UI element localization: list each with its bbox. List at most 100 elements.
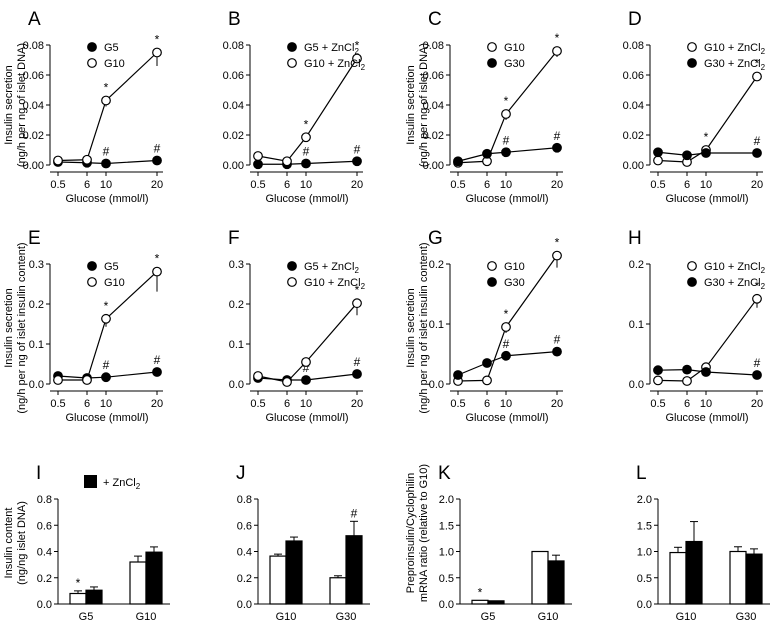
panel-letter-A: A [28, 9, 41, 30]
data-point-D-1 [653, 147, 663, 158]
y-tick-label-A: 0.04 [23, 100, 44, 112]
bar-J-G10-1 [285, 540, 303, 605]
series-line-H-0 [657, 298, 758, 382]
data-point-B-0 [352, 156, 362, 167]
x-axis-label-C: Glucose (mmol/l) [465, 193, 548, 205]
ylabel-row3-right-line1: Preproinsulin/Cyclophilin [405, 473, 417, 593]
legend-marker-H [687, 277, 697, 287]
y-tick-label-J: 0.8 [237, 494, 252, 506]
x-axis-label-E: Glucose (mmol/l) [65, 412, 148, 424]
y-tick-label-G: 0.0 [429, 379, 444, 391]
data-point-H-0 [682, 376, 692, 386]
y-tick-label-D: 0.08 [623, 40, 644, 52]
y-tick-label-B: 0.06 [223, 70, 244, 82]
series-line-B-1 [257, 58, 358, 162]
series-line-A-1 [57, 52, 158, 162]
y-tick-label-G: 0.2 [429, 259, 444, 271]
data-point-A-1 [101, 95, 111, 106]
panel-letter-I: I [36, 463, 41, 484]
category-label-L: G30 [736, 611, 757, 620]
significance-mark-A: * [155, 33, 160, 47]
panel-letter-H: H [628, 228, 642, 249]
y-tick-label-A: 0.06 [23, 70, 44, 82]
x-tick-label-E: 20 [151, 398, 163, 410]
significance-mark-E: * [104, 299, 109, 313]
data-point-E-1 [101, 313, 111, 324]
significance-mark-E: * [155, 252, 160, 266]
y-tick-label-K: 0.0 [439, 599, 454, 611]
x-tick-label-G: 10 [500, 398, 512, 410]
legend-label-E: G5 [104, 261, 119, 273]
significance-mark-K: * [478, 585, 483, 599]
y-tick-label-L: 0.5 [637, 573, 652, 585]
legend-marker-B [287, 58, 297, 68]
data-point-F-1 [352, 298, 362, 309]
panel-J: J 0.0 0.2 0.4 0.6 0.8 G10 # G30 [236, 463, 370, 620]
significance-mark-G: # [503, 337, 510, 351]
zn-legend-label: + ZnCl2 [103, 477, 141, 491]
x-tick-label-B: 0.5 [250, 179, 265, 191]
x-tick-label-H: 0.5 [650, 398, 665, 410]
data-point-G-0 [501, 322, 511, 332]
data-point-A-1 [82, 154, 92, 165]
x-tick-label-G: 20 [551, 398, 563, 410]
y-tick-label-A: 0.00 [23, 160, 44, 172]
y-tick-label-H: 0.0 [629, 379, 644, 391]
bar-J-G30-0 [329, 577, 347, 605]
y-tick-label-K: 1.5 [439, 520, 454, 532]
data-point-B-0 [253, 159, 263, 170]
significance-mark-E: # [103, 358, 110, 372]
bar-I-G5-1 [85, 589, 103, 605]
data-point-F-1 [282, 377, 292, 387]
x-axis-label-H: Glucose (mmol/l) [665, 412, 748, 424]
x-tick-label-F: 10 [300, 398, 312, 410]
panel-letter-F: F [228, 228, 240, 249]
y-tick-label-F: 0.0 [229, 379, 244, 391]
significance-mark-D: # [754, 134, 761, 148]
y-tick-label-E: 0.2 [29, 299, 44, 311]
legend-marker-H [687, 261, 697, 271]
legend-marker-A [87, 58, 97, 68]
significance-mark-J: # [351, 506, 358, 520]
significance-mark-I: * [76, 576, 81, 590]
data-point-E-1 [53, 375, 63, 385]
y-tick-label-K: 1.0 [439, 547, 454, 559]
data-point-C-1 [552, 142, 562, 153]
significance-mark-E: # [154, 353, 161, 367]
legend-label-F: G5 + ZnCl2 [304, 261, 359, 275]
x-tick-label-B: 6 [284, 179, 290, 191]
y-tick-label-K: 0.5 [439, 573, 454, 585]
series-line-C-0 [457, 50, 558, 164]
panel-L: L 0.0 0.5 1.0 1.5 2.0 G10 G30 [636, 463, 770, 620]
bar-L-G10-1 [685, 540, 703, 605]
data-point-B-1 [282, 156, 292, 167]
significance-mark-H: # [754, 356, 761, 370]
x-axis-label-B: Glucose (mmol/l) [265, 193, 348, 205]
series-line-A-0 [57, 159, 158, 165]
y-tick-label-B: 0.04 [223, 100, 244, 112]
y-tick-label-D: 0.06 [623, 70, 644, 82]
bar-L-G30-1 [745, 553, 763, 605]
significance-mark-D: * [755, 57, 760, 71]
significance-mark-F: # [354, 355, 361, 369]
y-tick-label-C: 0.00 [423, 160, 444, 172]
x-tick-label-A: 6 [84, 179, 90, 191]
y-tick-label-C: 0.04 [423, 100, 444, 112]
y-tick-label-D: 0.04 [623, 100, 644, 112]
data-point-D-0 [752, 71, 762, 82]
x-axis-label-D: Glucose (mmol/l) [665, 193, 748, 205]
data-point-C-1 [501, 147, 511, 158]
x-tick-label-B: 10 [300, 179, 312, 191]
legend-marker-G [487, 261, 497, 271]
y-tick-label-B: 0.00 [223, 160, 244, 172]
series-line-G-0 [457, 255, 558, 382]
legend-marker-C [487, 42, 497, 52]
significance-mark-F: # [303, 361, 310, 375]
y-tick-label-I: 0.2 [37, 573, 52, 585]
legend-label-C: G30 [504, 58, 525, 70]
data-point-D-1 [682, 150, 692, 161]
data-point-A-1 [152, 47, 162, 58]
legend-label-A: G5 [104, 42, 119, 54]
y-tick-label-J: 0.2 [237, 573, 252, 585]
